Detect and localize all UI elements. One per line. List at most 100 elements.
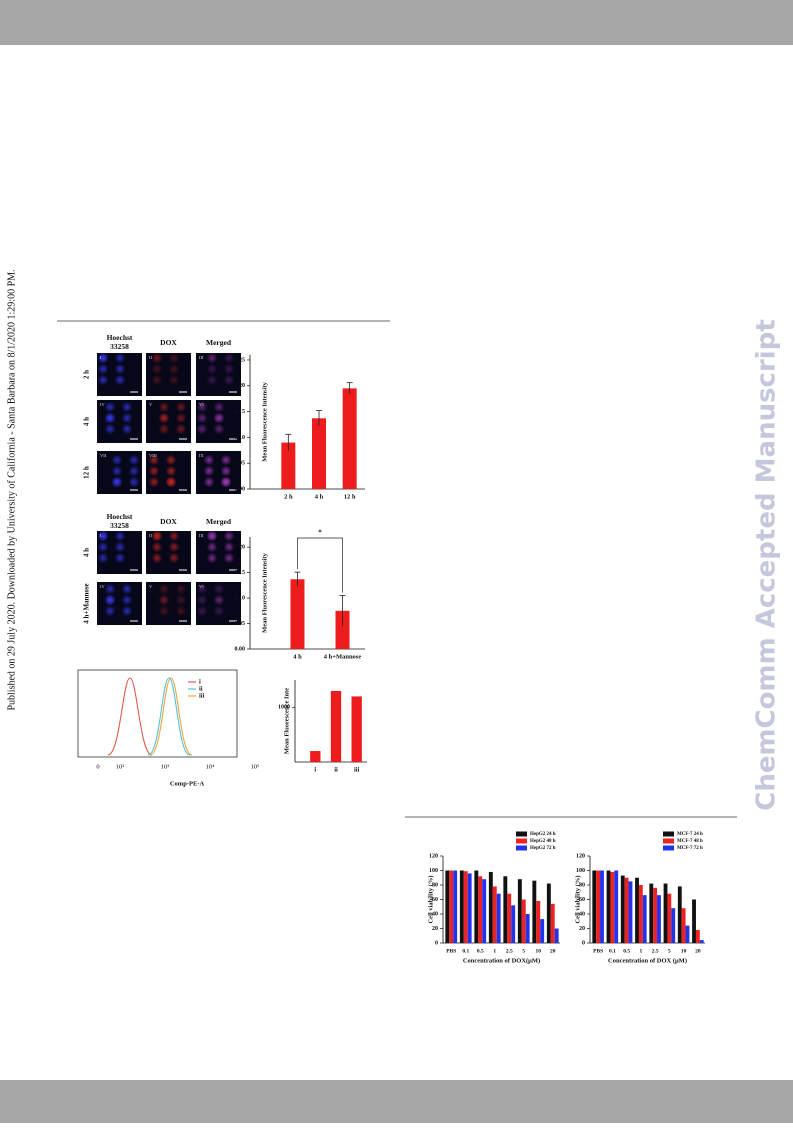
cell-spot <box>148 476 160 488</box>
y-tick-label: 0.10 <box>235 435 246 441</box>
cell-spot <box>206 374 218 386</box>
bar <box>624 877 629 943</box>
cell-spot <box>223 552 235 564</box>
cell-spot <box>121 423 133 435</box>
bar <box>546 883 551 943</box>
column-header: DOX <box>160 517 177 526</box>
cell-spot <box>97 374 109 386</box>
legend-label: HepG2 72 h <box>530 846 556 851</box>
cell-spot <box>220 465 232 477</box>
x-axis-label: Concentration of DOX (μM) <box>608 957 687 964</box>
cell-spot <box>128 476 140 488</box>
x-tick-label: iii <box>354 766 360 773</box>
cell-spot <box>223 530 235 542</box>
x-tick-label: 0.5 <box>623 948 630 954</box>
cell-spot <box>175 605 187 617</box>
cell-spot <box>223 541 235 553</box>
cell-spot <box>121 594 133 606</box>
x-tick-label: 10 <box>536 948 542 954</box>
panel-numeral: I <box>100 533 102 538</box>
column-header-box: Merged <box>206 338 231 347</box>
bar <box>532 880 537 943</box>
cell-spot <box>158 423 170 435</box>
bar <box>507 893 512 943</box>
cell-spot <box>223 374 235 386</box>
cell-spot <box>196 401 208 413</box>
cell-spot <box>151 363 163 375</box>
micrograph <box>97 582 142 625</box>
bar <box>335 610 350 649</box>
cell-spot <box>104 583 116 595</box>
cell-spot <box>104 401 116 413</box>
bar <box>517 879 522 943</box>
bar <box>649 883 654 943</box>
cell-spot <box>114 374 126 386</box>
bar <box>695 929 700 943</box>
x-tick-label: 1 <box>640 948 643 954</box>
micrograph <box>196 451 241 494</box>
column-header-box: DOX <box>160 517 177 526</box>
y-tick-label: 120 <box>429 853 438 859</box>
footer-bar <box>0 1080 793 1123</box>
cell-spot <box>104 605 116 617</box>
y-tick-label: 80 <box>432 882 438 888</box>
bar <box>628 881 633 943</box>
cell-spot <box>158 401 170 413</box>
x-tick-label: 12 h <box>344 493 356 500</box>
cell-spot <box>114 552 126 564</box>
y-tick-label: 0 <box>582 940 585 946</box>
cell-spot <box>97 541 109 553</box>
x-tick-label: PBS <box>446 948 456 954</box>
bar <box>503 876 508 943</box>
cell-spot <box>114 530 126 542</box>
cell-spot <box>168 552 180 564</box>
bar <box>642 895 647 943</box>
column-header-box: Hoechst 33258 <box>107 512 133 530</box>
cell-spot <box>175 401 187 413</box>
watermark: ChemComm Accepted Manuscript <box>752 319 782 811</box>
bar <box>467 873 472 943</box>
bar <box>453 870 458 943</box>
flow-curve <box>149 677 193 756</box>
cell-spot <box>213 583 225 595</box>
y-tick-label: 80 <box>579 882 585 888</box>
cell-spot <box>206 530 218 542</box>
cell-spot <box>97 352 109 364</box>
column-header-box: DOX <box>160 338 177 347</box>
cell-spot <box>223 363 235 375</box>
bar <box>592 870 597 943</box>
cell-spot <box>148 454 160 466</box>
x-tick-label: 20 <box>550 948 556 954</box>
bar <box>488 871 493 943</box>
x-tick-label: 10 <box>681 948 687 954</box>
bar <box>681 908 686 943</box>
panel-numeral: III <box>199 355 204 360</box>
cell-spot <box>206 352 218 364</box>
cell-spot <box>158 583 170 595</box>
cell-spot <box>158 605 170 617</box>
cell-spot <box>111 454 123 466</box>
annotation: * <box>318 529 322 537</box>
legend-swatch <box>663 831 674 837</box>
cell-spot <box>168 374 180 386</box>
panel-numeral: I <box>100 355 102 360</box>
legend-swatch <box>516 845 527 851</box>
bar <box>492 886 497 943</box>
y-tick-label: 40 <box>579 911 585 917</box>
cell-spot <box>175 594 187 606</box>
row-label: 4 h+Mannose <box>83 583 91 623</box>
bar <box>663 883 668 943</box>
y-tick-label: 100 <box>576 868 585 874</box>
panel-numeral: VI <box>199 584 204 589</box>
cell-spot <box>128 465 140 477</box>
y-tick-label: 0 <box>435 940 438 946</box>
legend-label: MCF-7 48 h <box>677 839 703 844</box>
legend-swatch <box>663 845 674 851</box>
bar <box>496 893 501 943</box>
flow-frame <box>77 669 238 758</box>
cell-spot <box>213 605 225 617</box>
x-tick-label: ii <box>334 766 338 773</box>
bar <box>474 870 479 943</box>
cell-spot <box>213 401 225 413</box>
